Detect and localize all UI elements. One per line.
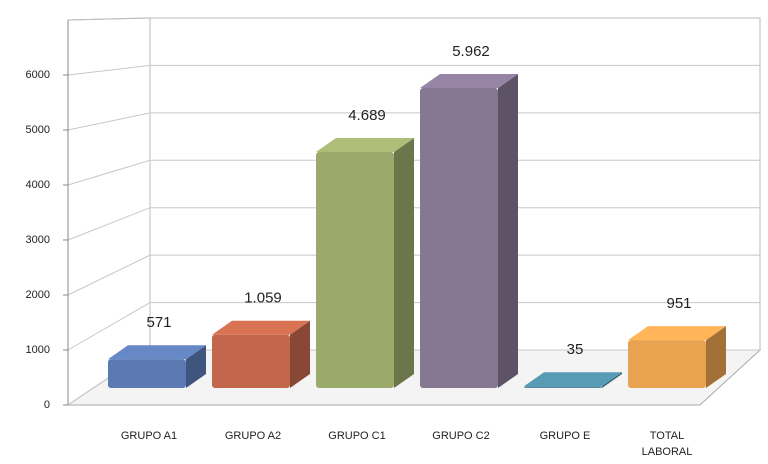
bar-top <box>524 372 622 387</box>
bar-side <box>290 320 310 388</box>
bar-top <box>628 326 726 341</box>
grid-line <box>67 302 760 351</box>
value-label: 571 <box>146 314 171 331</box>
bar <box>212 334 290 388</box>
bar <box>524 386 602 388</box>
bar-top <box>420 73 518 88</box>
y-tick-label: 1000 <box>26 344 50 356</box>
bar-side <box>186 345 206 388</box>
grid-line <box>67 64 760 76</box>
x-tick-label: TOTAL LABORAL <box>641 430 693 458</box>
bar-top <box>108 345 206 360</box>
bar <box>108 359 186 388</box>
bar-side <box>498 73 518 389</box>
x-tick-label: GRUPO C2 <box>432 430 490 442</box>
x-tick-label: GRUPO A2 <box>224 430 282 442</box>
bar-side <box>602 372 622 388</box>
bar <box>628 340 706 388</box>
x-tick-label: GRUPO C1 <box>328 430 386 442</box>
y-tick-label: 5000 <box>26 124 50 136</box>
bar-side <box>394 138 414 388</box>
bar-side <box>706 326 726 388</box>
y-tick-label: 3000 <box>26 234 50 246</box>
value-label: 5.962 <box>452 43 490 60</box>
bar <box>316 152 394 388</box>
x-tick-label: GRUPO A1 <box>120 430 178 442</box>
y-tick-label: 6000 <box>26 69 50 81</box>
bar-top <box>316 138 414 153</box>
value-label: 951 <box>666 295 691 312</box>
y-tick-label: 2000 <box>26 289 50 301</box>
y-tick-label: 4000 <box>26 179 50 191</box>
y-tick-label: 0 <box>44 399 50 411</box>
grid-line <box>67 112 760 131</box>
value-label: 4.689 <box>348 107 386 124</box>
grid-line <box>67 207 760 241</box>
top-edge <box>67 17 151 21</box>
bar <box>420 87 498 389</box>
grid-line <box>67 254 760 296</box>
x-tick-label: GRUPO E <box>539 430 591 442</box>
value-label: 35 <box>567 341 584 358</box>
bar-top <box>212 320 310 335</box>
grid-line <box>67 159 760 186</box>
value-label: 1.059 <box>244 290 282 307</box>
